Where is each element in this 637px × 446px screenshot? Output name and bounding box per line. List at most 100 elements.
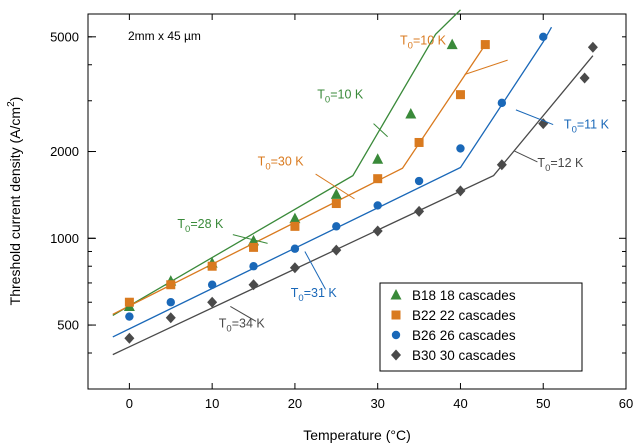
axis-ticks: 0 10 20 30 40 50 60 500 1000 2000 5000 [50, 13, 633, 411]
fit-line [112, 44, 486, 315]
annotation-base: T [219, 317, 227, 331]
data-point-circle [414, 176, 424, 186]
data-point-square [290, 221, 300, 231]
data-point-square [480, 40, 490, 50]
data-point-diamond [538, 118, 549, 130]
annotation-leader-line [315, 173, 355, 200]
annotation-label: T0=10 K [317, 88, 364, 106]
annotation-subscript: 0 [185, 224, 190, 235]
data-point-circle [497, 98, 507, 108]
annotation-rest: =30 K [271, 154, 305, 168]
annotation-base: T [317, 88, 325, 102]
data-point-diamond [331, 244, 342, 256]
x-axis-label: Temperature (°C) [303, 427, 411, 443]
annotation-leader-line [464, 59, 508, 75]
x-tick-label: 0 [126, 396, 133, 411]
annotation-subscript: 0 [298, 293, 303, 304]
annotation-base: T [564, 118, 572, 132]
data-point-diamond [124, 332, 135, 344]
x-tick-label: 60 [619, 396, 633, 411]
annotation-rest: =31 K [304, 286, 338, 300]
data-point-diamond [496, 159, 507, 171]
data-point-circle [125, 312, 134, 321]
annotation-subscript: 0 [265, 161, 270, 172]
data-points [123, 32, 598, 344]
legend-marker [391, 310, 401, 320]
data-point-square [207, 261, 217, 271]
x-tick-label: 30 [370, 396, 384, 411]
annotation-leader-line [230, 306, 257, 322]
data-point-triangle [330, 188, 342, 199]
annotation-leader-line [304, 251, 326, 290]
y-tick-label: 5000 [50, 29, 79, 44]
y-tick-label: 2000 [50, 144, 79, 159]
legend: B18 18 cascades B22 22 cascades B26 26 cas… [379, 282, 583, 372]
x-tick-label: 10 [205, 396, 219, 411]
data-point-triangle [372, 153, 384, 164]
annotation-subscript: 0 [325, 95, 330, 106]
fit-line [112, 55, 594, 356]
annotation-rest: =34 K [232, 317, 266, 331]
annotations: T0=10 KT0=10 KT0=11 KT0=30 K T0=12 KT0=28… [177, 34, 609, 335]
annotation-leader-line [373, 123, 388, 138]
data-point-circle [290, 244, 300, 253]
data-point-circle [456, 144, 465, 153]
x-tick-label: 50 [536, 396, 550, 411]
data-point-square [455, 90, 465, 100]
data-point-square [124, 297, 134, 307]
annotation-rest: =12 K [550, 156, 584, 170]
x-tick-label: 40 [453, 396, 467, 411]
y-tick-label: 500 [57, 318, 79, 333]
data-point-diamond [579, 72, 590, 84]
data-point-square [249, 242, 259, 252]
annotation-base: T [537, 156, 545, 170]
annotation-label: T0=34 K [219, 317, 266, 335]
annotation-base: T [177, 217, 185, 231]
annotation-subscript: 0 [408, 41, 413, 52]
y-axis-label-main: Threshold current density (A/cm [7, 107, 23, 305]
fit-line [112, 9, 461, 316]
annotation-subscript: 0 [545, 163, 550, 174]
annotation-label: T0=28 K [177, 217, 224, 235]
y-axis-label-sup: 2 [6, 101, 17, 107]
data-point-square [166, 280, 176, 290]
y-axis-label-close: ) [7, 97, 23, 102]
annotation-rest: =11 K [577, 118, 610, 132]
annotation-rest: =10 K [413, 34, 447, 48]
annotation-leader-line [232, 234, 268, 244]
data-point-triangle [446, 38, 458, 50]
annotation-subscript: 0 [226, 324, 231, 335]
y-tick-label: 1000 [50, 231, 79, 246]
legend-entry: B18 18 cascades [412, 288, 516, 303]
legend-entry: B26 26 cascades [412, 328, 516, 343]
data-point-diamond [455, 185, 466, 197]
data-point-circle [249, 262, 258, 271]
annotation-label: T0=31 K [291, 286, 338, 304]
data-point-diamond [165, 312, 176, 324]
annotation-label: T0=11 K [564, 118, 610, 136]
data-point-circle [166, 298, 175, 307]
annotation-label: T0=12 K [537, 156, 584, 174]
data-point-diamond [207, 296, 218, 308]
annotation-label: T0=30 K [258, 154, 305, 172]
data-point-diamond [414, 205, 425, 217]
annotation-leader-line [515, 109, 554, 126]
data-point-diamond [248, 279, 259, 291]
data-point-diamond [289, 262, 300, 274]
annotation-label: T0=10 K [400, 34, 447, 52]
legend-marker [390, 289, 402, 300]
legend-box [379, 282, 583, 372]
annotation-rest: =10 K [330, 88, 364, 102]
sample-label: 2mm x 45 µm [128, 29, 201, 43]
data-point-triangle [405, 107, 417, 119]
data-point-diamond [587, 41, 598, 53]
legend-entry: B22 22 cascades [412, 308, 516, 323]
annotation-base: T [400, 34, 408, 48]
annotation-base: T [258, 154, 266, 168]
y-axis-label: Threshold current density (A/cm2) [6, 97, 23, 306]
data-point-circle [539, 32, 548, 42]
legend-entry: B30 30 cascades [412, 348, 516, 363]
annotation-base: T [291, 286, 299, 300]
legend-marker [391, 349, 401, 361]
